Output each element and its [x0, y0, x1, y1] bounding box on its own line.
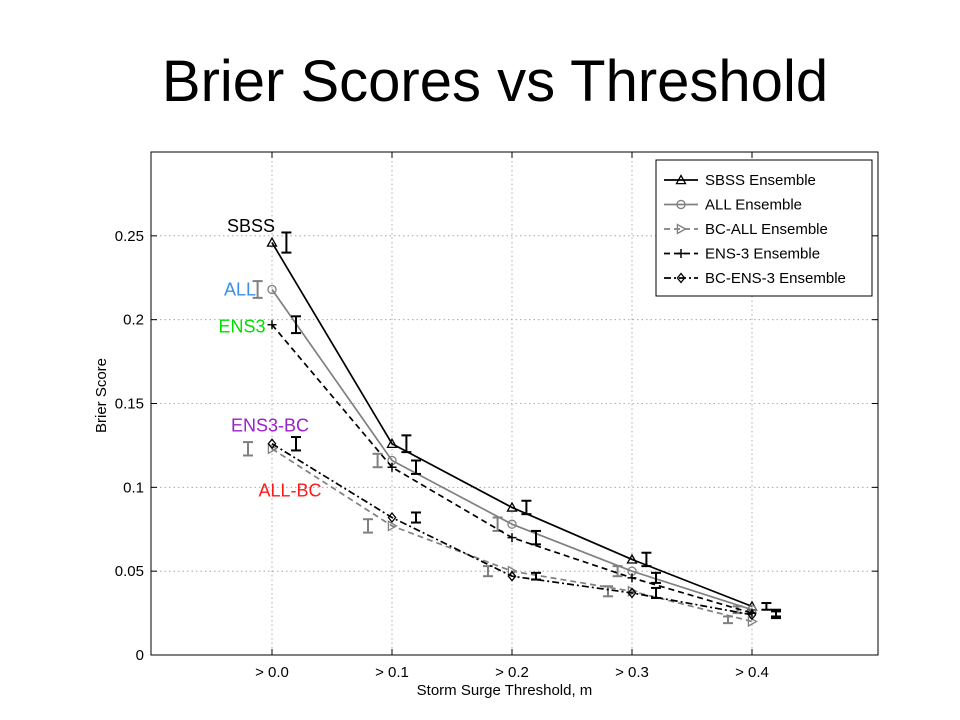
legend-label: BC-ENS-3 Ensemble: [705, 270, 846, 287]
diamond-marker: [747, 609, 757, 621]
annotation-label: ALL: [224, 279, 256, 299]
series-layer: [243, 231, 781, 628]
triangle-marker: [386, 437, 398, 448]
series-line: [271, 242, 753, 608]
legend: SBSS Ensemble ALL Ensemble BC-ALL Ensemble…: [655, 159, 873, 297]
legend-entry: SBSS Ensemble: [664, 172, 816, 189]
slide-title: Brier Scores vs Threshold: [161, 49, 829, 114]
x-tick-label: > 0.1: [375, 664, 409, 681]
series-line: [271, 443, 753, 616]
series-all-ensemble: [252, 280, 757, 615]
y-tick-label: 0: [136, 647, 144, 664]
triangle-marker: [506, 501, 518, 512]
diamond-marker: [676, 272, 686, 284]
x-tick-label: > 0.2: [495, 664, 529, 681]
legend-box: [655, 159, 873, 297]
annotation-label: ALL-BC: [258, 481, 321, 501]
legend-entry: BC-ALL Ensemble: [664, 221, 828, 238]
annotation-label: SBSS: [227, 216, 275, 236]
annotation-layer: SBSS ALL ENS3 ENS3-BC ALL-BC: [218, 216, 321, 501]
y-tick-label: 0.2: [123, 312, 144, 329]
circle-marker: [267, 284, 277, 295]
circle-marker: [507, 519, 517, 529]
legend-label: BC-ALL Ensemble: [705, 221, 828, 238]
annotation-label: ENS3: [218, 316, 265, 336]
triangle-marker: [626, 553, 638, 564]
series-bc-ens-3-ensemble: [267, 436, 781, 621]
y-tick-label: 0.1: [123, 479, 144, 496]
triangle-right-marker: [507, 565, 518, 577]
diamond-marker: [267, 438, 277, 450]
y-tick-label: 0.25: [115, 228, 144, 245]
triangle-right-marker: [387, 520, 398, 532]
legend-entry: ALL Ensemble: [664, 197, 802, 214]
diamond-marker: [627, 587, 637, 599]
y-tick-label: 0.05: [115, 563, 144, 580]
x-tick-label: > 0.0: [255, 664, 289, 681]
annotation-label: ENS3-BC: [231, 415, 309, 435]
diamond-marker: [507, 570, 517, 582]
series-sbss-ensemble: [266, 231, 772, 611]
diamond-marker: [387, 511, 397, 524]
legend-label: ENS-3 Ensemble: [705, 246, 820, 263]
y-axis-label: Brier Score: [93, 358, 110, 433]
legend-label: ALL Ensemble: [705, 197, 802, 214]
x-tick-label: > 0.4: [735, 664, 769, 681]
triangle-right-marker: [267, 443, 278, 455]
triangle-marker: [675, 174, 687, 185]
axes-layer: > 0.0 > 0.1 > 0.2 > 0.3 > 0.4 0 0.05 0.1 0.15 0.2…: [115, 151, 879, 681]
legend-entry: ENS-3 Ensemble: [664, 246, 820, 263]
triangle-marker: [266, 236, 278, 247]
triangle-right-marker: [676, 223, 687, 235]
x-tick-label: > 0.3: [615, 664, 649, 681]
series-line: [271, 288, 753, 611]
y-tick-label: 0.15: [115, 396, 144, 413]
circle-marker: [676, 199, 686, 210]
legend-label: SBSS Ensemble: [705, 172, 816, 189]
series-ens-3-ensemble: [267, 315, 781, 618]
legend-entry: BC-ENS-3 Ensemble: [664, 270, 846, 287]
x-axis-label: Storm Surge Threshold, m: [417, 682, 593, 699]
